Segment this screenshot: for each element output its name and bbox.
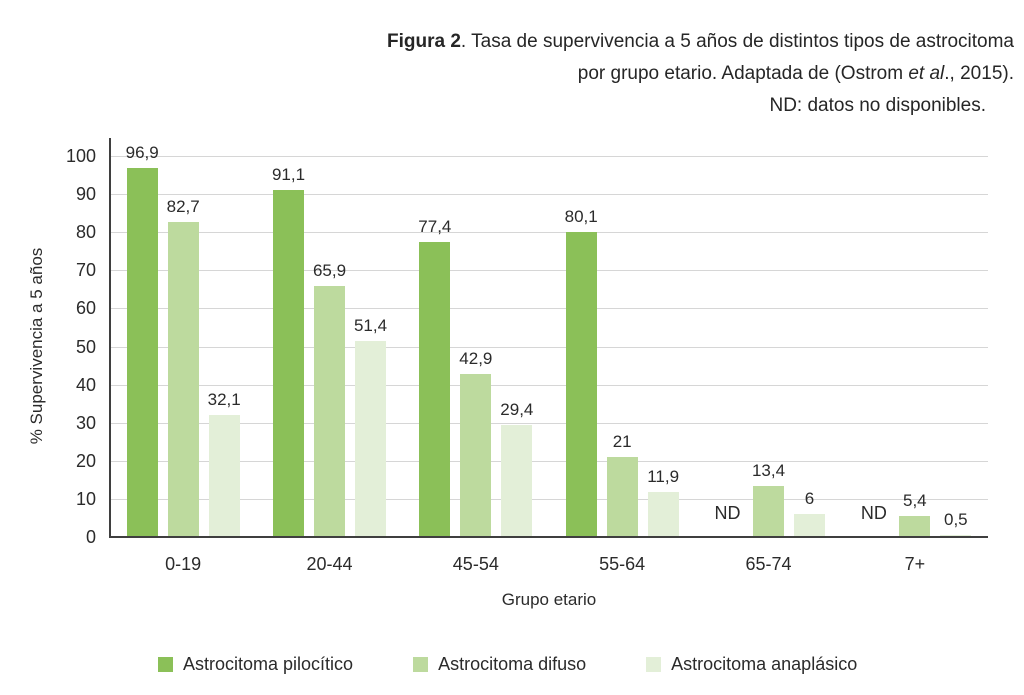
x-axis-line [110, 536, 988, 538]
y-tick-label-20: 20 [75, 450, 96, 471]
bar-value-label-astrocitoma-pilocitico-0-19: 96,9 [125, 142, 159, 162]
y-tick-label-30: 30 [75, 412, 96, 433]
gridline-70 [110, 270, 988, 271]
gridline-90 [110, 194, 988, 195]
caption-line1-text: . Tasa de supervivencia a 5 años de dist… [460, 31, 1014, 52]
bar-value-label-astrocitoma-difuso-20-44: 65,9 [312, 260, 347, 280]
y-tick-label-40: 40 [75, 374, 96, 395]
y-tick-label-50: 50 [75, 336, 96, 357]
x-tick-label-0-19: 0-19 [165, 554, 202, 574]
bar-astrocitoma-difuso-55-64 [606, 456, 638, 537]
bar-astrocitoma-difuso-65-74 [753, 485, 784, 537]
bar-astrocitoma-anaplasico-0-19 [208, 414, 240, 537]
legend: Astrocitoma pilocítico Astrocitoma difuso… [158, 654, 857, 675]
x-tick-label-65-74: 65-74 [745, 554, 792, 574]
bar-value-label-astrocitoma-pilocitico-20-44: 91,1 [271, 164, 306, 184]
nd-label-astrocitoma-pilocitico-7+: ND [860, 503, 887, 523]
bar-astrocitoma-anaplasico-65-74 [794, 514, 825, 537]
gridline-20 [110, 461, 988, 462]
legend-label-astrocitoma-difuso: Astrocitoma difuso [438, 654, 587, 674]
bar-value-label-astrocitoma-anaplasico-65-74: 6 [804, 489, 815, 509]
legend-item-astrocitoma-difuso: Astrocitoma difuso [413, 654, 586, 675]
gridline-80 [110, 232, 988, 233]
x-tick-label-20-44: 20-44 [306, 554, 353, 574]
bar-astrocitoma-anaplasico-20-44 [355, 341, 386, 537]
legend-item-astrocitoma-anaplasico: Astrocitoma anaplásico [646, 654, 857, 675]
caption-line2-prefix: por grupo etario. Adaptada de (Ostrom [577, 63, 909, 84]
bar-value-label-astrocitoma-anaplasico-0-19: 32,1 [207, 389, 241, 409]
y-tick-label-100: 100 [65, 146, 96, 166]
y-axis-line [109, 138, 111, 538]
bar-astrocitoma-anaplasico-55-64 [647, 491, 679, 537]
legend-swatch-astrocitoma-anaplasico [646, 657, 662, 672]
x-axis-title: Grupo etario [501, 590, 597, 609]
legend-label-astrocitoma-pilocitico: Astrocitoma pilocítico [183, 654, 354, 674]
figure-caption: Figura 2. Tasa de supervivencia a 5 años… [314, 26, 1014, 122]
gridline-50 [110, 347, 988, 348]
bar-value-label-astrocitoma-difuso-45-54: 42,9 [459, 348, 493, 368]
gridline-100 [110, 156, 988, 157]
legend-item-astrocitoma-pilocitico: Astrocitoma pilocítico [158, 654, 353, 675]
caption-line-1: Figura 2. Tasa de supervivencia a 5 años… [314, 26, 1014, 58]
caption-line-2: por grupo etario. Adaptada de (Ostrom et… [314, 58, 1014, 90]
y-tick-label-80: 80 [75, 222, 96, 243]
bar-astrocitoma-difuso-0-19 [167, 221, 199, 537]
x-tick-label-7+: 7+ [904, 554, 926, 574]
gridline-30 [110, 423, 988, 424]
legend-label-astrocitoma-anaplasico: Astrocitoma anaplásico [671, 654, 858, 674]
legend-swatch-astrocitoma-pilocitico [158, 657, 173, 672]
bar-value-label-astrocitoma-difuso-7+: 5,4 [903, 491, 927, 511]
legend-swatch-astrocitoma-difuso [413, 657, 429, 672]
x-tick-label-55-64: 55-64 [599, 554, 646, 574]
bar-astrocitoma-pilocitico-45-54 [419, 242, 451, 537]
caption-figure-number: Figura 2 [387, 31, 461, 52]
bar-value-label-astrocitoma-difuso-65-74: 13,4 [751, 460, 786, 480]
gridline-60 [110, 308, 988, 309]
bar-value-label-astrocitoma-difuso-0-19: 82,7 [166, 196, 200, 216]
bar-astrocitoma-anaplasico-45-54 [501, 424, 533, 537]
caption-line2-suffix: ., 2015). [944, 63, 1014, 84]
caption-nd-note: ND: datos no disponibles. [769, 95, 986, 116]
bar-value-label-astrocitoma-anaplasico-45-54: 29,4 [500, 399, 534, 419]
bar-value-label-astrocitoma-pilocitico-55-64: 80,1 [564, 206, 598, 226]
gridline-40 [110, 385, 988, 386]
y-tick-label-90: 90 [75, 184, 96, 205]
bar-value-label-astrocitoma-pilocitico-45-54: 77,4 [418, 217, 452, 237]
bar-astrocitoma-difuso-7+ [899, 516, 931, 537]
x-tick-label-45-54: 45-54 [452, 554, 499, 574]
bar-astrocitoma-pilocitico-20-44 [273, 189, 304, 537]
bar-astrocitoma-difuso-20-44 [314, 285, 345, 537]
y-tick-label-10: 10 [75, 488, 96, 509]
y-tick-label-0: 0 [85, 527, 96, 547]
bar-astrocitoma-difuso-45-54 [460, 373, 492, 537]
gridline-10 [110, 499, 988, 500]
bar-astrocitoma-pilocitico-0-19 [126, 167, 158, 537]
nd-label-astrocitoma-pilocitico-65-74: ND [714, 503, 741, 523]
y-tick-label-70: 70 [75, 260, 96, 281]
caption-et-al: et al [908, 63, 945, 84]
y-tick-label-60: 60 [75, 298, 96, 319]
bar-value-label-astrocitoma-anaplasico-20-44: 51,4 [353, 316, 388, 336]
bar-value-label-astrocitoma-anaplasico-7+: 0,5 [944, 510, 968, 530]
bar-value-label-astrocitoma-anaplasico-55-64: 11,9 [647, 466, 680, 486]
y-axis-title: % Supervivencia a 5 años [27, 247, 46, 445]
bar-value-label-astrocitoma-difuso-55-64: 21 [612, 431, 632, 451]
bar-astrocitoma-pilocitico-55-64 [565, 231, 597, 537]
